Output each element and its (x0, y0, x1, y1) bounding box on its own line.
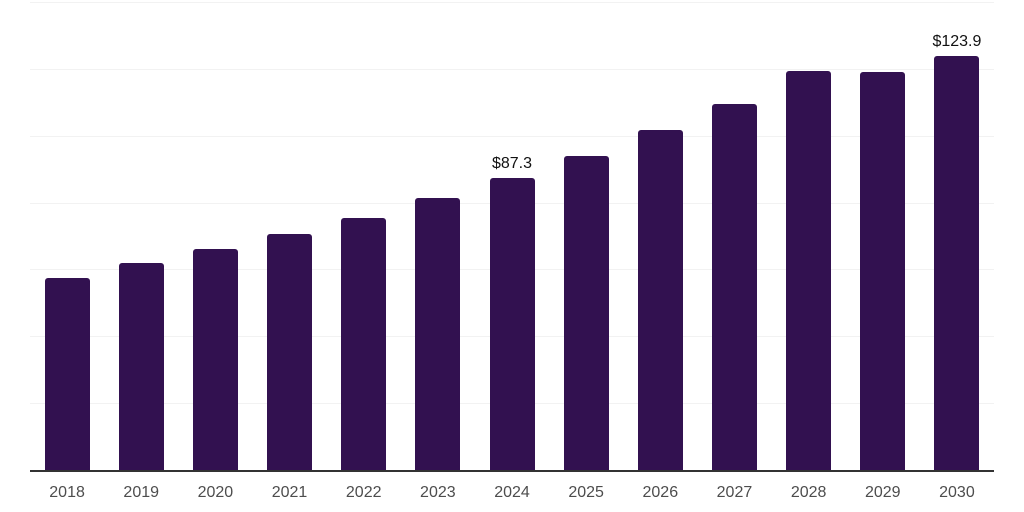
x-tick-label-2020: 2020 (197, 484, 234, 501)
bar-2019 (118, 262, 164, 470)
plot-area: 2018 2019 2020 2021 2022 2023 2024 $87.3 2025 202… (30, 0, 994, 512)
gridline-140 (30, 2, 994, 3)
bar-2029 (860, 72, 906, 470)
bar-2030 (934, 55, 980, 470)
bar-2021 (267, 233, 313, 470)
x-tick-label-2024: 2024 (494, 484, 530, 501)
value-label-2024: $87.3 (491, 155, 533, 173)
value-label-2030: $123.9 (932, 32, 982, 50)
x-tick-label-2026: 2026 (642, 484, 679, 501)
bar-2024 (489, 178, 535, 470)
x-tick-label-2028: 2028 (790, 484, 827, 501)
bar-2025 (563, 155, 609, 470)
x-tick-label-2021: 2021 (271, 484, 308, 501)
gridline-100 (30, 135, 994, 137)
x-tick-label-2025: 2025 (568, 484, 604, 501)
bar-2028 (786, 70, 832, 470)
x-tick-label-2022: 2022 (345, 484, 382, 501)
x-tick-label-2029: 2029 (864, 484, 901, 501)
gridline-120 (30, 68, 994, 70)
x-tick-label-2027: 2027 (716, 484, 753, 501)
x-tick-label-2030: 2030 (939, 484, 975, 501)
x-axis-line (30, 470, 994, 472)
x-tick-label-2019: 2019 (123, 484, 160, 501)
bar-2023 (415, 198, 461, 470)
x-tick-label-2018: 2018 (49, 484, 85, 501)
bar-2022 (341, 217, 387, 470)
bar-2020 (192, 248, 238, 470)
bar-2027 (711, 103, 757, 470)
bar-2026 (637, 130, 683, 470)
x-tick-label-2023: 2023 (420, 484, 456, 501)
bar-2018 (44, 278, 90, 470)
